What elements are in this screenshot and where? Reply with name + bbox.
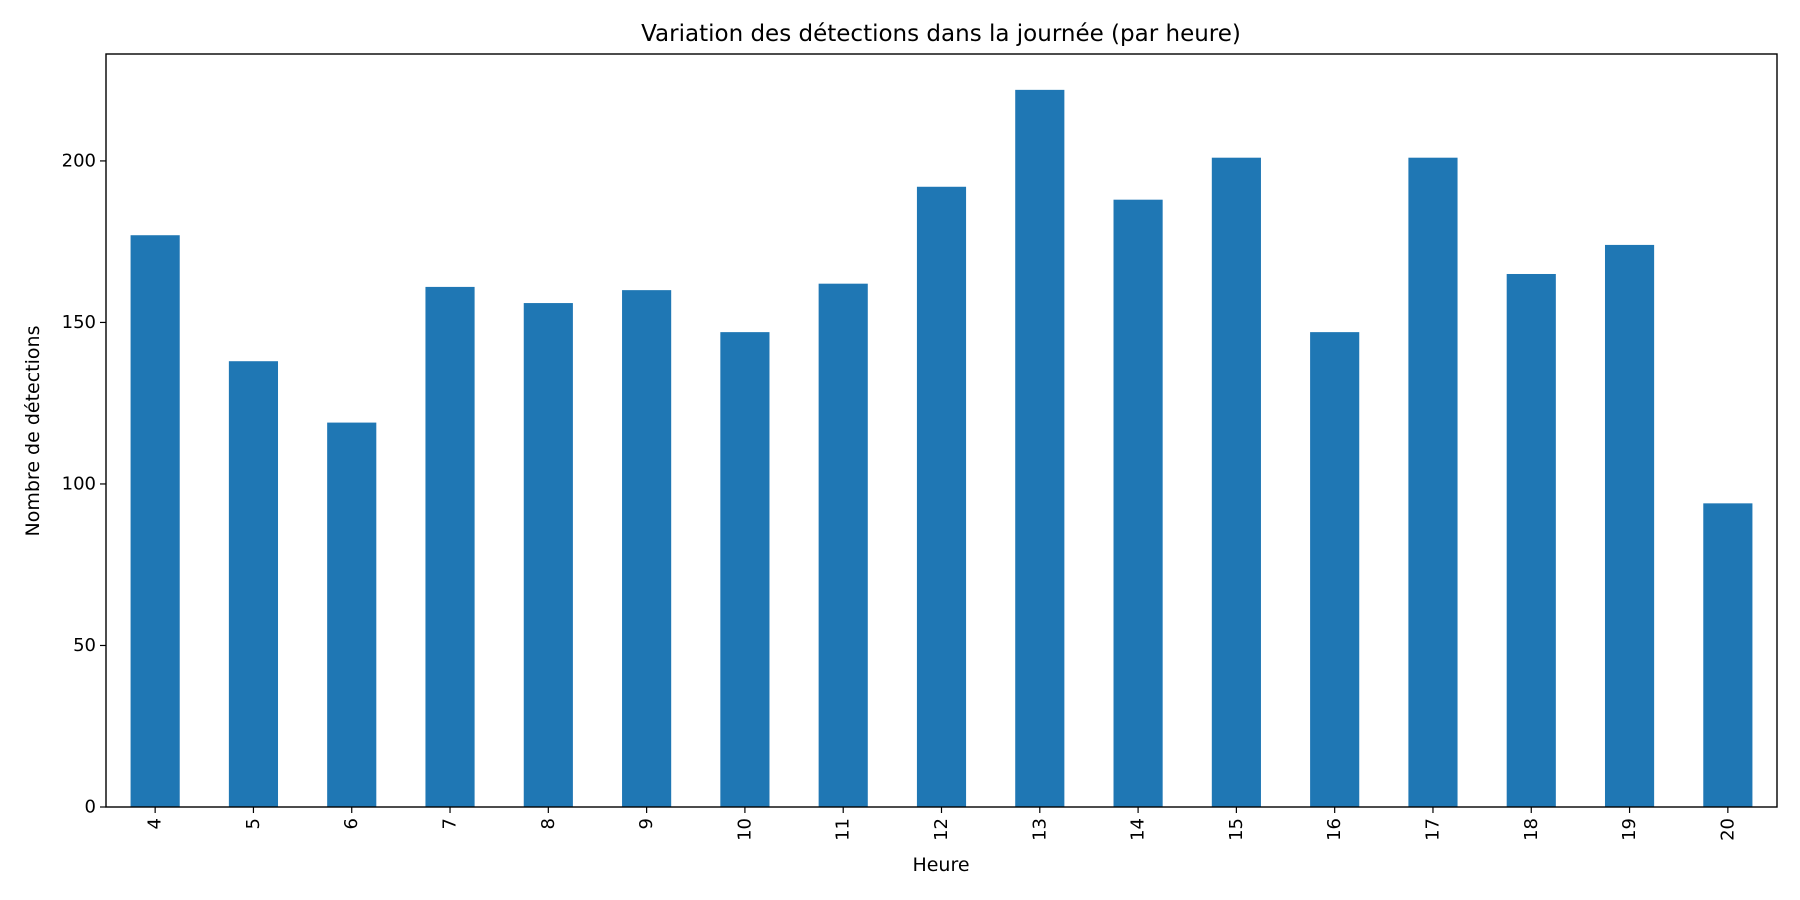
x-tick-label: 8 [538, 818, 559, 829]
bar-hour-16 [1310, 332, 1360, 807]
bar-hour-17 [1408, 157, 1458, 808]
bar-hour-7 [425, 286, 475, 807]
bars-layer [130, 89, 1753, 808]
x-tick-label: 18 [1521, 818, 1542, 841]
y-tick-label: 0 [85, 797, 96, 818]
bar-hour-8 [523, 303, 573, 807]
bar-hour-11 [818, 283, 868, 807]
y-tick-label: 100 [62, 473, 96, 494]
x-tick-label: 4 [145, 818, 166, 829]
x-tick-label: 6 [341, 818, 362, 829]
bar-hour-5 [228, 361, 279, 807]
bar-hour-12 [916, 186, 967, 808]
bar-hour-15 [1211, 157, 1261, 808]
y-tick-label: 200 [62, 150, 96, 171]
bar-hour-13 [1015, 89, 1065, 808]
x-tick-label: 20 [1717, 818, 1738, 841]
plot-frame [105, 53, 1778, 808]
x-tick-label: 19 [1619, 818, 1640, 841]
x-tick-label: 10 [734, 818, 755, 841]
bar-hour-6 [327, 422, 377, 807]
x-tick-label: 5 [243, 818, 264, 829]
bar-hour-18 [1506, 273, 1556, 807]
x-tick-label: 14 [1128, 818, 1149, 841]
bar-hour-19 [1604, 244, 1655, 808]
x-tick-label: 9 [636, 818, 657, 829]
bar-hour-10 [720, 332, 770, 807]
bar-hour-20 [1703, 503, 1753, 807]
y-tick-label: 150 [62, 312, 96, 333]
bar-hour-9 [622, 290, 672, 808]
x-tick-label: 16 [1324, 818, 1345, 841]
chart-title: Variation des détections dans la journée… [641, 21, 1241, 47]
x-tick-label: 17 [1422, 818, 1443, 841]
bar-hour-14 [1113, 199, 1163, 808]
x-tick-label: 15 [1226, 818, 1247, 841]
y-tick-label: 50 [73, 635, 96, 656]
x-tick-label: 12 [931, 818, 952, 841]
x-tick-label: 13 [1029, 818, 1050, 841]
x-tick-label: 7 [440, 818, 461, 829]
x-axis-label: Heure [912, 854, 969, 876]
x-tick-label: 11 [833, 818, 854, 841]
y-axis-label: Nombre de détections [22, 326, 44, 537]
bar-hour-4 [130, 235, 180, 807]
